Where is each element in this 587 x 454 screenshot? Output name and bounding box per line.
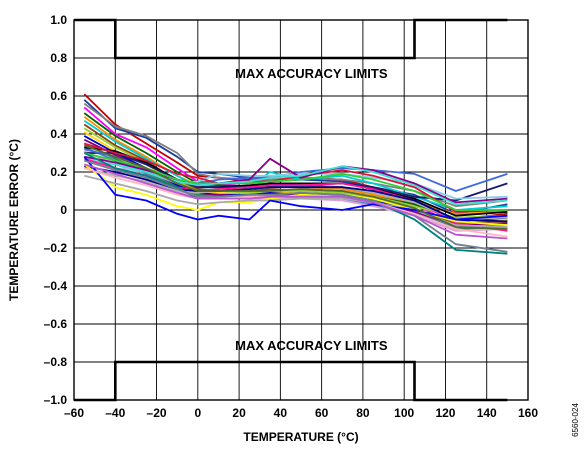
x-tick-label: 100 (394, 406, 414, 420)
y-tick-label: –1.0 (44, 393, 68, 407)
x-axis-title: TEMPERATURE (°C) (243, 430, 358, 444)
lower-limit-annotation: MAX ACCURACY LIMITS (235, 338, 388, 353)
upper-limit-annotation: MAX ACCURACY LIMITS (235, 66, 388, 81)
figure-id: 6560-024 (571, 403, 580, 437)
y-tick-label: 0.8 (50, 51, 67, 65)
y-tick-label: –0.6 (44, 317, 68, 331)
y-tick-label: 0.2 (50, 165, 67, 179)
x-tick-label: 120 (435, 406, 455, 420)
y-tick-label: 0.6 (50, 89, 67, 103)
y-tick-label: –0.8 (44, 355, 68, 369)
x-tick-label: 140 (477, 406, 497, 420)
x-tick-label: –40 (105, 406, 125, 420)
y-tick-label: 0 (60, 203, 67, 217)
x-tick-label: 0 (194, 406, 201, 420)
x-tick-label: 80 (356, 406, 370, 420)
x-tick-label: 160 (518, 406, 538, 420)
x-tick-label: –60 (64, 406, 84, 420)
x-tick-label: 60 (315, 406, 329, 420)
y-tick-label: 1.0 (50, 13, 67, 27)
y-tick-label: 0.4 (50, 127, 67, 141)
y-tick-label: –0.4 (44, 279, 68, 293)
x-tick-label: 40 (274, 406, 288, 420)
y-axis-title: TEMPERATURE ERROR (°C) (7, 139, 21, 301)
x-tick-label: –20 (147, 406, 167, 420)
x-tick-label: 20 (232, 406, 246, 420)
y-tick-label: –0.2 (44, 241, 68, 255)
